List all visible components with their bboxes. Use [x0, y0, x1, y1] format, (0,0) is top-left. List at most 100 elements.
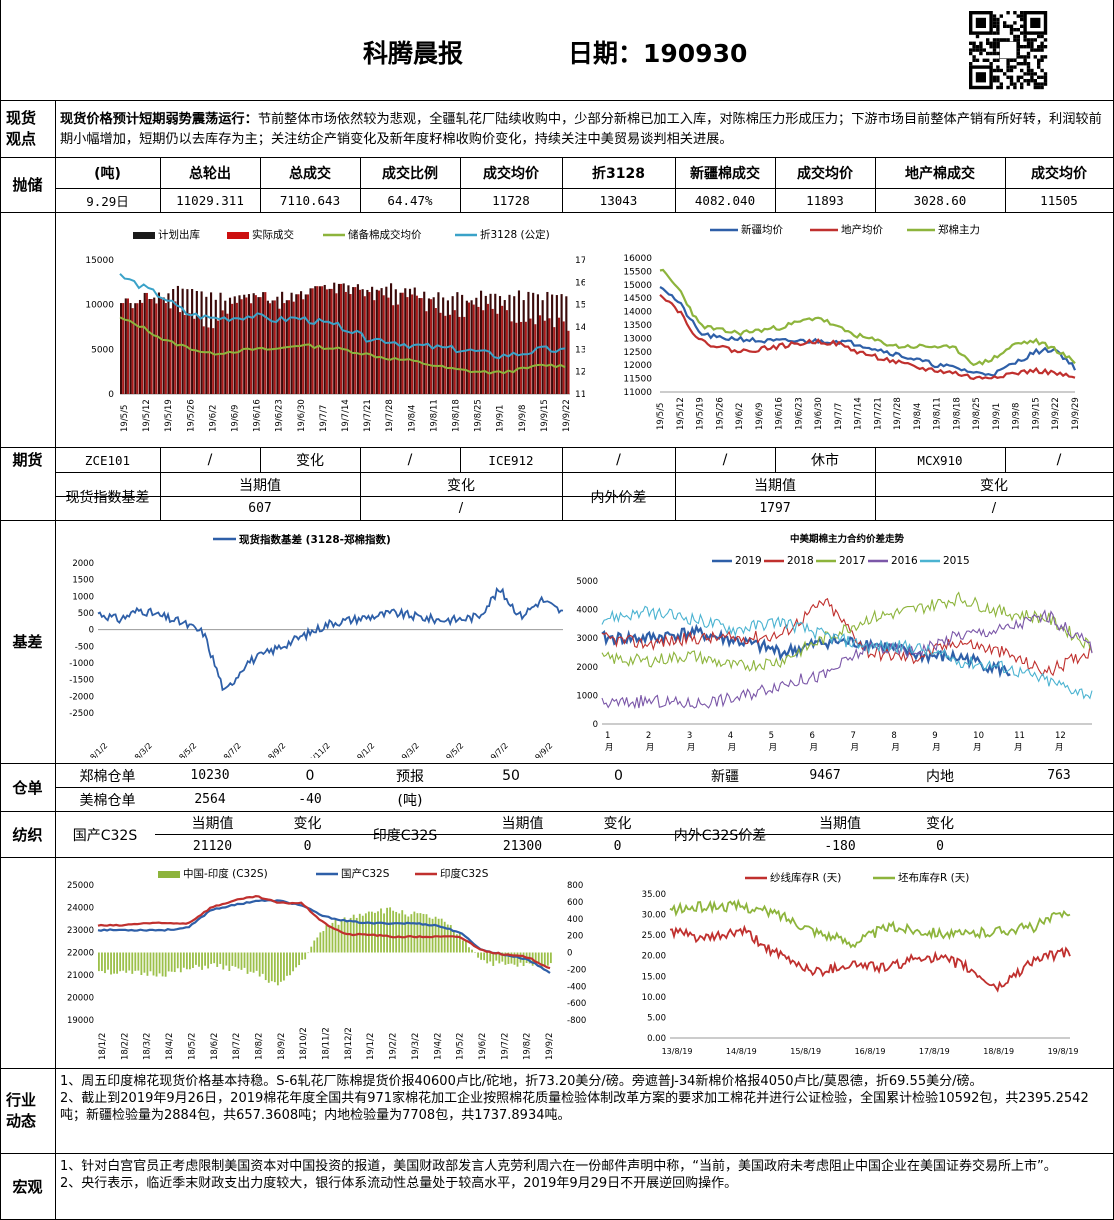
bar-actual: [131, 308, 134, 394]
bar-actual: [164, 303, 167, 394]
auction-header-cell: 成交比例: [382, 166, 438, 182]
x-tick: 19/9/8: [518, 405, 528, 432]
bar-plan: [129, 303, 132, 394]
bar-plan: [195, 291, 198, 394]
x-tick: 18/8/19: [983, 1047, 1014, 1056]
bar-diff: [222, 952, 225, 970]
x-tick: 2: [646, 731, 651, 741]
x-tick: 2019/3/2: [389, 741, 421, 758]
auction-value-cell: 9.29日: [86, 194, 129, 209]
legend-xinjiang: 新疆均价: [741, 223, 783, 236]
y-left-tick: 5000: [91, 345, 114, 355]
bar-plan: [210, 292, 213, 394]
bar-plan: [551, 294, 554, 394]
bar-diff: [346, 920, 349, 953]
in-c32s-label: 印度C32S: [372, 827, 438, 844]
x-tick: 19/7/21: [363, 399, 373, 432]
bar-actual: [382, 295, 385, 394]
bar-actual: [401, 292, 404, 394]
auction-header-cell: 成交均价: [797, 166, 853, 182]
spot-view-body: 节前整体市场依然较为悲观，全疆轧花厂陆续收购中，少部分新棉已加工入库，对陈棉压力…: [60, 112, 1102, 147]
y-right-tick: 15000: [575, 301, 585, 311]
legend-cn-in-diff-swatch: [158, 871, 180, 878]
basis-index-label: 现货指数基差: [65, 489, 150, 506]
x-tick: 19/5/26: [715, 397, 725, 430]
bar-diff: [465, 940, 467, 953]
bar-actual: [467, 302, 471, 394]
y-tick: 12000: [623, 361, 652, 371]
bar-plan: [470, 300, 473, 394]
bar-diff: [343, 917, 346, 953]
bar-diff: [128, 952, 131, 971]
auction-value-cell: 64.47%: [387, 193, 433, 208]
bar-actual: [396, 304, 399, 394]
bar-plan: [484, 295, 487, 394]
y-left-tick: 20000: [67, 994, 94, 1004]
bar-diff: [434, 916, 437, 953]
bar-plan: [318, 286, 322, 394]
y-tick: 14000: [623, 308, 652, 318]
x-tick: 2018/5/2: [167, 741, 199, 758]
bar-plan: [224, 300, 227, 394]
y-tick: 1000: [576, 691, 598, 701]
bar-actual: [122, 303, 125, 394]
bar-actual: [496, 313, 499, 394]
bar-plan: [475, 297, 478, 394]
y-left-tick: 22000: [67, 949, 94, 959]
bar-diff: [352, 914, 355, 953]
x-tick: 9: [932, 731, 937, 741]
x-tick: 19/6/16: [775, 397, 785, 430]
x-tick: 19/9/1: [992, 403, 1002, 430]
y-tick: 14500: [623, 294, 652, 304]
legend-local: 地产均价: [841, 223, 883, 236]
x-tick: 18/1/2: [98, 1033, 108, 1060]
y-tick: 11000: [623, 388, 652, 398]
x-tick: 12: [1055, 731, 1066, 741]
bar-plan: [143, 292, 146, 394]
x-tick-unit: 月: [891, 743, 900, 753]
legend-2017: 2017: [839, 555, 866, 567]
x-tick: 6: [810, 731, 815, 741]
auction-value-cell: 11893: [806, 193, 844, 208]
bar-actual: [453, 310, 456, 394]
bar-diff: [267, 952, 270, 983]
x-tick-unit: 月: [1055, 743, 1064, 753]
y-tick: 0: [89, 626, 94, 636]
auction-value-cell: 3028.60: [913, 193, 967, 208]
bar-diff: [255, 952, 258, 971]
bar-diff: [289, 952, 291, 976]
spread-current-header: 当期值: [754, 477, 796, 494]
bar-diff: [513, 952, 516, 965]
auction-header-cell: 总成交: [289, 166, 331, 182]
y-tick: 15.00: [642, 972, 666, 982]
bar-actual: [221, 310, 224, 394]
bar-diff: [228, 952, 231, 971]
bar-plan: [337, 283, 341, 394]
bar-actual: [505, 310, 508, 394]
x-tick: 19/7/7: [319, 405, 329, 432]
line-2017: [601, 591, 1093, 672]
y-right-tick: 800: [567, 881, 583, 891]
y-tick: -1500: [69, 676, 94, 686]
x-tick: 19/8/18: [452, 399, 462, 432]
x-tick: 18/8/2: [254, 1033, 264, 1060]
bar-diff: [446, 924, 449, 953]
legend-2018: 2018: [787, 555, 814, 567]
x-tick: 19/5/2: [456, 1033, 466, 1060]
bar-actual: [226, 313, 229, 394]
bar-diff: [425, 914, 428, 953]
x-tick: 19/6/2: [478, 1033, 488, 1060]
qr-code-icon: [969, 11, 1048, 90]
x-tick: 19/7/28: [385, 399, 395, 432]
bar-actual: [534, 324, 537, 394]
bar-diff: [189, 952, 191, 970]
basis-chart: 现货指数基差 (3128-郑棉指数) -2500 -2000 -1500 -1000 -5…: [69, 533, 564, 758]
industry-text: 1、周五印度棉花现货价格基本持稳。S-6轧花厂陈棉提货价报40600卢比/砣地，…: [60, 1073, 1108, 1124]
futures-cell: /: [207, 452, 213, 468]
bar-actual: [183, 314, 186, 394]
line-in-c32s: [97, 894, 551, 970]
bar-actual: [235, 302, 238, 394]
bar-actual: [520, 321, 523, 394]
x-tick: 19/6/30: [297, 399, 307, 432]
bar-diff: [537, 952, 540, 964]
